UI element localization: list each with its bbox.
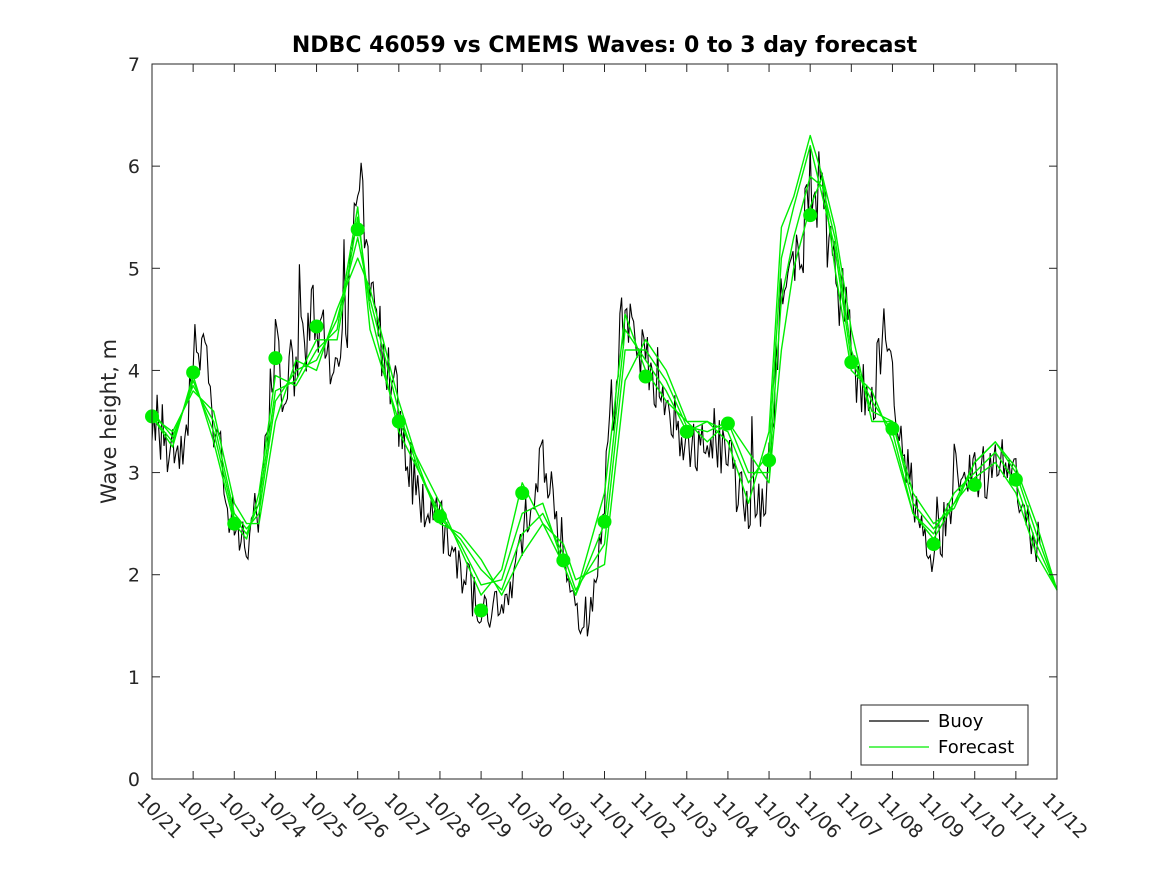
y-axis-label: Wave height, m <box>97 339 121 504</box>
forecast-point <box>515 486 530 500</box>
forecast-point <box>391 414 406 429</box>
forecast-point <box>885 421 900 436</box>
legend-forecast-label: Forecast <box>938 737 1014 758</box>
forecast-point <box>803 208 818 223</box>
forecast-point <box>926 537 941 552</box>
forecast-point <box>967 477 982 492</box>
forecast-point <box>268 351 283 366</box>
y-tick-label: 2 <box>128 565 140 587</box>
forecast-point <box>844 355 859 370</box>
legend-buoy-label: Buoy <box>938 711 984 732</box>
forecast-point <box>638 369 653 384</box>
forecast-point <box>597 514 612 529</box>
forecast-point <box>227 516 242 531</box>
y-tick-label: 3 <box>128 463 140 485</box>
forecast-line-0 <box>151 134 1058 596</box>
forecast-point <box>350 222 365 237</box>
chart-title: NDBC 46059 vs CMEMS Waves: 0 to 3 day fo… <box>292 33 918 58</box>
forecast-point <box>186 365 201 380</box>
y-tick-label: 4 <box>128 360 140 382</box>
legend: Buoy Forecast <box>860 704 1029 766</box>
plot-area <box>152 64 1057 779</box>
y-tick-label: 6 <box>128 156 140 178</box>
forecast-line-1 <box>151 144 1058 596</box>
forecast-point <box>720 416 735 431</box>
forecast-point <box>679 424 694 439</box>
y-tick-label: 1 <box>128 667 140 689</box>
forecast-point <box>762 453 777 468</box>
legend-box <box>860 704 1029 766</box>
forecast-points <box>145 208 1023 618</box>
y-tick-label: 7 <box>128 54 140 76</box>
y-tick-label: 5 <box>128 258 140 280</box>
buoy-line <box>151 146 1041 637</box>
forecast-point <box>556 553 571 568</box>
forecast-point <box>1008 472 1023 487</box>
forecast-point <box>309 319 324 334</box>
buoy-series <box>151 146 1041 637</box>
y-tick-label: 0 <box>128 769 140 791</box>
forecast-point <box>474 603 489 618</box>
forecast-point <box>432 509 447 524</box>
y-axis: 0 1 2 3 4 5 6 7 <box>128 54 1057 791</box>
